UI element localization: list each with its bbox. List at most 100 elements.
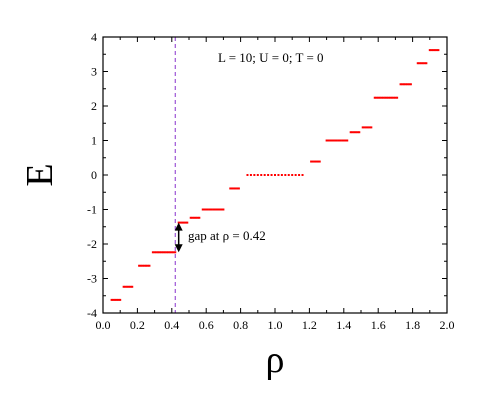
data-point bbox=[287, 174, 290, 176]
data-point bbox=[274, 174, 276, 176]
data-point bbox=[141, 264, 144, 267]
data-point bbox=[194, 216, 197, 219]
data-point bbox=[246, 174, 249, 176]
data-point bbox=[212, 208, 215, 211]
data-point bbox=[315, 160, 318, 163]
data-point bbox=[236, 187, 239, 190]
data-point bbox=[334, 139, 337, 142]
data-point bbox=[249, 174, 252, 176]
data-point bbox=[203, 208, 206, 211]
data-point bbox=[174, 251, 177, 254]
x-tick-label: 0.6 bbox=[199, 318, 214, 332]
data-point bbox=[317, 160, 319, 163]
data-point bbox=[270, 174, 273, 176]
data-point bbox=[215, 208, 218, 211]
data-point bbox=[193, 216, 196, 219]
y-tick-label: -2 bbox=[87, 237, 97, 251]
data-point bbox=[237, 187, 240, 190]
data-point bbox=[390, 96, 393, 99]
data-point bbox=[382, 96, 385, 99]
data-point bbox=[165, 251, 168, 254]
x-tick-label: 1.4 bbox=[336, 318, 351, 332]
y-tick-label: 0 bbox=[91, 168, 97, 182]
data-point bbox=[375, 96, 378, 99]
data-point bbox=[344, 139, 347, 142]
data-point bbox=[213, 208, 216, 211]
data-point bbox=[206, 208, 209, 211]
data-point bbox=[342, 139, 345, 142]
data-point bbox=[341, 139, 344, 142]
data-point bbox=[339, 139, 342, 142]
data-point bbox=[408, 83, 411, 86]
data-point bbox=[110, 298, 113, 301]
data-point bbox=[263, 174, 266, 176]
data-point bbox=[380, 96, 383, 99]
data-point bbox=[217, 208, 220, 211]
data-point bbox=[148, 264, 151, 267]
data-point bbox=[396, 96, 399, 99]
data-point bbox=[181, 221, 184, 224]
x-tick-label: 1.0 bbox=[268, 318, 283, 332]
data-point bbox=[186, 221, 189, 224]
data-point bbox=[184, 221, 187, 224]
data-point bbox=[377, 96, 380, 99]
data-point bbox=[232, 187, 235, 190]
data-point bbox=[327, 139, 330, 142]
data-point bbox=[256, 174, 259, 176]
data-point bbox=[403, 83, 405, 86]
data-point bbox=[353, 131, 356, 134]
x-axis-title: ρ bbox=[266, 339, 285, 381]
x-tick-label: 1.2 bbox=[302, 318, 317, 332]
data-point bbox=[222, 208, 225, 211]
data-point bbox=[294, 174, 297, 176]
data-point bbox=[153, 251, 156, 254]
data-point bbox=[198, 216, 201, 219]
data-point bbox=[115, 298, 118, 301]
data-point bbox=[151, 251, 154, 254]
data-point bbox=[384, 96, 387, 99]
data-point bbox=[145, 264, 147, 267]
data-point bbox=[416, 62, 419, 65]
data-point bbox=[143, 264, 146, 267]
data-point bbox=[437, 49, 440, 52]
x-tick-label: 0.2 bbox=[130, 318, 145, 332]
y-tick-label: -4 bbox=[87, 306, 97, 320]
y-tick-label: -1 bbox=[87, 203, 97, 217]
data-point bbox=[167, 251, 170, 254]
data-point bbox=[162, 251, 165, 254]
data-point bbox=[124, 285, 127, 288]
data-point bbox=[378, 96, 381, 99]
data-point bbox=[155, 251, 158, 254]
parameter-annotation: L = 10; U = 0; T = 0 bbox=[218, 50, 324, 65]
data-point bbox=[392, 96, 395, 99]
data-point bbox=[260, 174, 263, 176]
data-point bbox=[368, 126, 371, 129]
x-tick-label: 1.8 bbox=[405, 318, 420, 332]
data-point bbox=[160, 251, 163, 254]
data-point bbox=[365, 126, 368, 129]
gap-arrow-head-up bbox=[174, 222, 183, 231]
data-point bbox=[182, 221, 185, 224]
data-points bbox=[110, 49, 440, 301]
data-point bbox=[356, 131, 359, 134]
data-point bbox=[301, 174, 304, 176]
data-point bbox=[170, 251, 173, 254]
data-point bbox=[205, 208, 208, 211]
data-point bbox=[172, 251, 175, 254]
data-point bbox=[385, 96, 388, 99]
data-point bbox=[157, 251, 160, 254]
data-point bbox=[117, 298, 120, 301]
data-point bbox=[418, 62, 421, 65]
data-point bbox=[201, 208, 204, 211]
tick-labels: 0.0 0.2 0.4 0.6 0.8 1.0 1.2 1.4 1.6 1.8 2.0 -4 -3 -2 -… bbox=[87, 30, 455, 332]
data-point bbox=[114, 298, 117, 301]
data-point bbox=[399, 83, 402, 86]
data-point bbox=[129, 285, 132, 288]
y-axis-title: E bbox=[19, 163, 61, 186]
data-point bbox=[189, 216, 192, 219]
data-point bbox=[131, 285, 134, 288]
data-point bbox=[432, 49, 435, 52]
data-point bbox=[163, 251, 166, 254]
data-point bbox=[126, 285, 129, 288]
x-tick-label: 0.0 bbox=[96, 318, 111, 332]
